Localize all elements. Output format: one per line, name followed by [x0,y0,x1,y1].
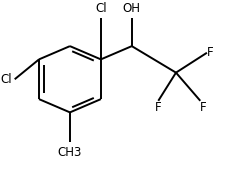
Text: F: F [155,101,162,114]
Text: F: F [200,101,207,114]
Text: Cl: Cl [95,2,107,15]
Text: Cl: Cl [1,73,13,86]
Text: F: F [207,46,213,59]
Text: CH3: CH3 [58,146,82,159]
Text: OH: OH [123,2,141,15]
